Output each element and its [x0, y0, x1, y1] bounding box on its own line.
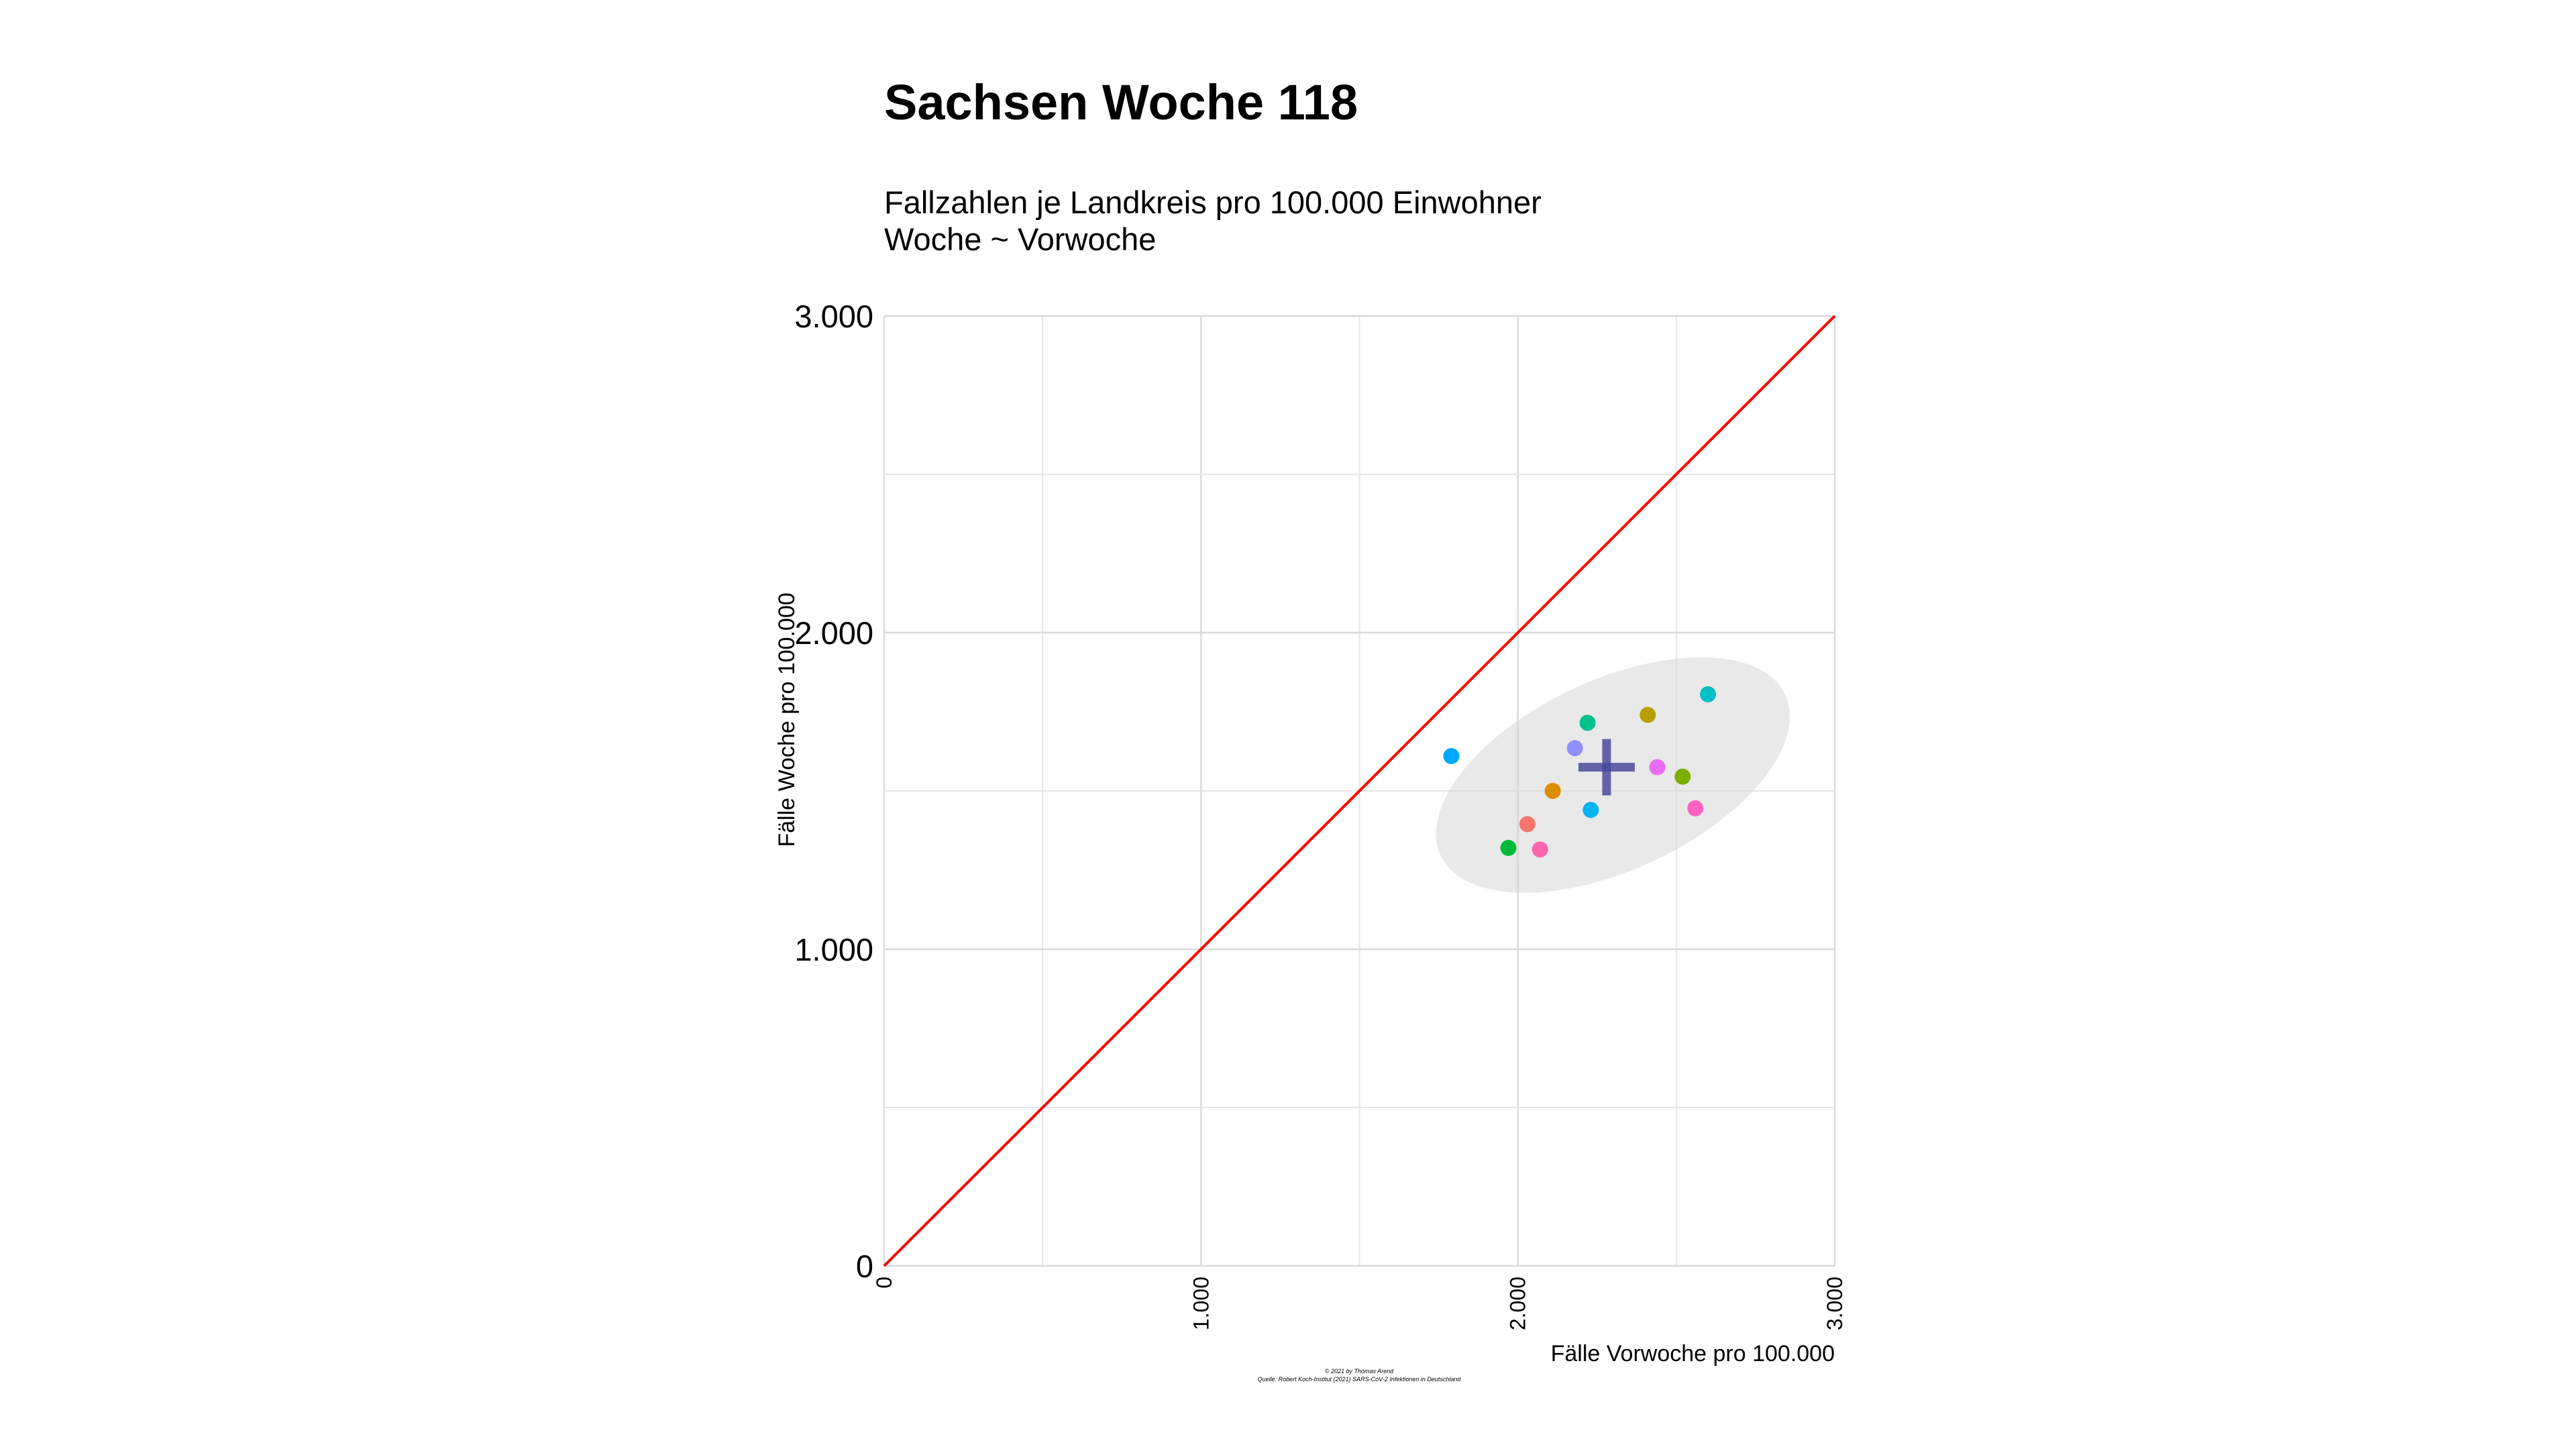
data-point — [1566, 740, 1583, 757]
data-point — [1532, 841, 1548, 858]
data-point — [1687, 800, 1704, 816]
chart-title: Sachsen Woche 118 — [884, 74, 1358, 130]
data-point — [1544, 783, 1561, 799]
mean-marker-layer — [1578, 739, 1635, 796]
data-points — [1443, 686, 1717, 858]
y-axis-label: Fälle Woche pro 100.000 — [774, 592, 800, 847]
data-point — [1649, 759, 1666, 775]
identity-reference-line — [883, 315, 1836, 1267]
y-tick-label: 2.000 — [794, 615, 873, 651]
x-tick-label: 1.000 — [1189, 1277, 1213, 1330]
x-tick-label: 3.000 — [1823, 1277, 1847, 1330]
data-point — [1500, 839, 1517, 856]
data-point — [1674, 768, 1691, 785]
y-tick-label: 3.000 — [794, 299, 873, 334]
data-point — [1579, 714, 1596, 731]
data-point — [1640, 706, 1656, 723]
confidence-ellipse-layer — [1436, 657, 1790, 893]
data-point — [1582, 802, 1599, 818]
chart-subtitle-line-1: Fallzahlen je Landkreis pro 100.000 Einw… — [884, 184, 1542, 220]
caption-source: Quelle: Robert Koch-Institut (2021) SARS… — [1258, 1376, 1462, 1383]
data-point — [1443, 748, 1460, 765]
reference-line-layer — [883, 315, 1836, 1267]
y-axis-ticks: 0 1.000 2.000 3.000 — [794, 299, 873, 1284]
x-axis-label: Fälle Vorwoche pro 100.000 — [1551, 1341, 1835, 1366]
data-point — [1700, 686, 1717, 703]
data-point — [1519, 816, 1536, 833]
y-tick-label: 1.000 — [794, 932, 873, 967]
x-tick-label: 0 — [872, 1277, 896, 1289]
x-axis-ticks: 0 1.000 2.000 3.000 — [872, 1277, 1847, 1330]
chart-subtitle-line-2: Woche ~ Vorwoche — [884, 221, 1156, 257]
confidence-ellipse — [1436, 657, 1790, 893]
x-tick-label: 2.000 — [1506, 1277, 1530, 1330]
caption-copyright: © 2021 by Thomas Arend — [1325, 1368, 1394, 1375]
y-tick-label: 0 — [856, 1248, 873, 1284]
